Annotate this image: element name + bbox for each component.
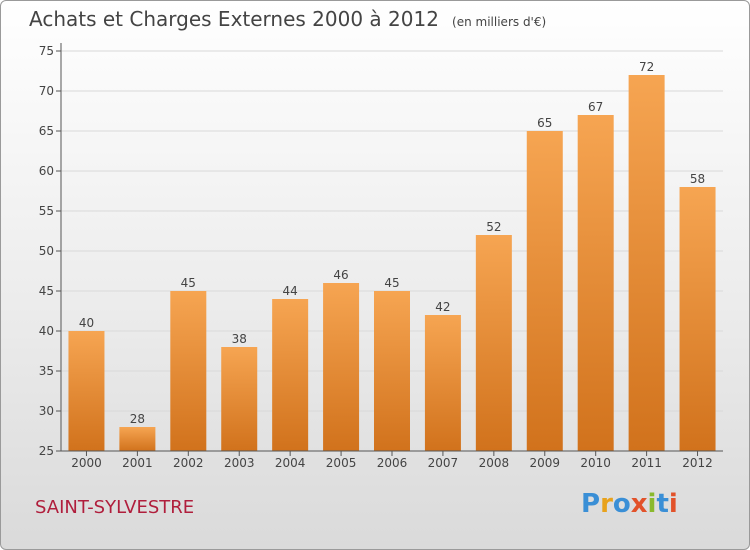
bar bbox=[628, 75, 665, 451]
logo-letter: x bbox=[630, 489, 648, 519]
x-tick-label: 2002 bbox=[173, 456, 204, 470]
y-tick-label: 45 bbox=[39, 284, 54, 298]
bar bbox=[221, 347, 258, 451]
title-line: Achats et Charges Externes 2000 à 2012 (… bbox=[29, 7, 546, 31]
bar bbox=[679, 187, 716, 451]
x-tick-label: 2003 bbox=[224, 456, 255, 470]
data-label: 58 bbox=[690, 172, 705, 186]
data-label: 65 bbox=[537, 116, 552, 130]
data-label: 38 bbox=[232, 332, 247, 346]
y-tick-label: 50 bbox=[39, 244, 54, 258]
data-label: 45 bbox=[181, 276, 196, 290]
x-tick-label: 2006 bbox=[377, 456, 408, 470]
bar bbox=[526, 131, 563, 451]
bar bbox=[170, 291, 207, 451]
data-label: 42 bbox=[435, 300, 450, 314]
x-tick-label: 2011 bbox=[631, 456, 662, 470]
data-label: 40 bbox=[79, 316, 94, 330]
y-tick-label: 65 bbox=[39, 124, 54, 138]
bar bbox=[323, 283, 360, 451]
data-label: 52 bbox=[486, 220, 501, 234]
logo-letter: i bbox=[668, 489, 678, 519]
bar bbox=[374, 291, 410, 451]
bar bbox=[119, 427, 156, 451]
x-tick-label: 2004 bbox=[275, 456, 306, 470]
data-label: 44 bbox=[283, 284, 298, 298]
y-tick-label: 40 bbox=[39, 324, 54, 338]
chart-subtitle: (en milliers d'€) bbox=[452, 15, 547, 29]
y-tick-label: 55 bbox=[39, 204, 54, 218]
bar bbox=[68, 331, 105, 451]
logo-letter: o bbox=[612, 489, 631, 519]
commune-name: SAINT-SYLVESTRE bbox=[35, 497, 195, 518]
bar bbox=[424, 315, 461, 451]
bar bbox=[577, 115, 614, 451]
chart-title: Achats et Charges Externes 2000 à 2012 bbox=[29, 7, 439, 31]
x-tick-label: 2008 bbox=[479, 456, 510, 470]
logo-letter: P bbox=[581, 489, 601, 519]
logo-letter: r bbox=[600, 489, 613, 519]
y-tick-label: 70 bbox=[39, 84, 54, 98]
x-tick-label: 2010 bbox=[580, 456, 611, 470]
y-tick-label: 25 bbox=[39, 444, 54, 458]
y-tick-label: 30 bbox=[39, 404, 54, 418]
x-tick-label: 2000 bbox=[71, 456, 102, 470]
data-label: 72 bbox=[639, 60, 654, 74]
axes bbox=[56, 43, 723, 456]
data-label: 28 bbox=[130, 412, 145, 426]
y-tick-label: 35 bbox=[39, 364, 54, 378]
y-tick-label: 60 bbox=[39, 164, 54, 178]
bar bbox=[475, 235, 512, 451]
logo-letter: i bbox=[647, 489, 657, 519]
bar bbox=[272, 299, 309, 451]
x-tick-label: 2007 bbox=[428, 456, 459, 470]
data-label: 67 bbox=[588, 100, 603, 114]
x-tick-label: 2005 bbox=[326, 456, 357, 470]
data-label: 45 bbox=[384, 276, 399, 290]
x-tick-label: 2009 bbox=[529, 456, 560, 470]
x-tick-label: 2001 bbox=[122, 456, 153, 470]
x-tick-label: 2012 bbox=[682, 456, 713, 470]
data-label: 46 bbox=[333, 268, 348, 282]
logo-letter: t bbox=[656, 489, 669, 519]
labels: 25 30 35 40 45 50 55 60 65 70 75 40 2000 28 2001 45 2002… bbox=[39, 44, 713, 470]
proxiti-logo[interactable]: Proxiti bbox=[581, 489, 678, 519]
y-tick-label: 75 bbox=[39, 44, 54, 58]
bars bbox=[68, 75, 716, 451]
